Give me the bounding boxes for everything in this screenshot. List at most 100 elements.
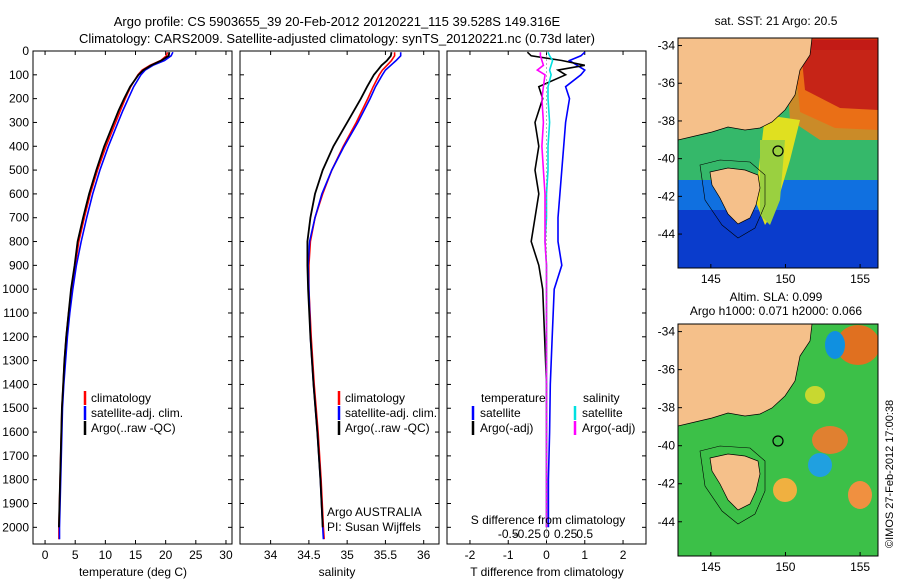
x-tick-label: 1 <box>581 548 588 562</box>
map-lat-label: -38 <box>658 401 676 415</box>
map-lat-label: -42 <box>658 477 676 491</box>
depth-tick-label: 600 <box>9 187 29 201</box>
x-tick-label: 0 <box>42 548 49 562</box>
figure-title-line1: Argo profile: CS 5903655_39 20-Feb-2012 … <box>114 14 561 29</box>
salinity-panel: 34 34.5 35 35.5 36 salinity climatology sate… <box>239 50 440 579</box>
sst-map-title: sat. SST: 21 Argo: 20.5 <box>715 14 838 28</box>
x-tick-label: 25 <box>189 548 203 562</box>
depth-tick-label: 300 <box>9 115 29 129</box>
depth-tick-label: 0 <box>22 44 29 58</box>
map-lon-label: 150 <box>775 272 795 286</box>
imos-watermark: ©IMOS 27-Feb-2012 17:00:38 <box>884 400 896 548</box>
map-lat-label: -40 <box>658 439 676 453</box>
pi-label: PI: Susan Wijffels <box>327 520 421 534</box>
x-tick-label: 10 <box>99 548 113 562</box>
map-lon-label: 145 <box>701 560 721 574</box>
legend-label-climatology: climatology <box>345 391 405 405</box>
argo-program-label: Argo AUSTRALIA <box>327 505 422 519</box>
sst-shelf-contour <box>699 159 766 239</box>
difference-depth-ticks <box>447 50 646 528</box>
temperature-panel: 0100200300400500600700800900100011001200… <box>2 44 233 579</box>
salinity-difference-tick-label: 0.25 <box>554 527 578 541</box>
map-lon-label: 155 <box>850 272 870 286</box>
x-tick-label: 30 <box>219 548 233 562</box>
legend-label-t-argo: Argo(-adj) <box>480 421 533 435</box>
salinity-difference-tick-label: 0 <box>543 527 550 541</box>
legend-label-s-argo: Argo(-adj) <box>582 421 635 435</box>
figure-title-line2: Climatology: CARS2009. Satellite-adjuste… <box>79 31 595 46</box>
depth-tick-label: 900 <box>9 258 29 272</box>
salinity-difference-tick-label: -0.5 <box>498 527 519 541</box>
map-lat-label: -40 <box>658 152 676 166</box>
legend-label-satellite: satellite-adj. clim. <box>91 406 183 420</box>
depth-tick-label: 500 <box>9 163 29 177</box>
x-tick-label: 2 <box>620 548 627 562</box>
depth-tick-label: 2000 <box>2 520 29 534</box>
temperature-legend: climatology satellite-adj. clim. Argo(..… <box>83 391 183 435</box>
depth-tick-label: 1900 <box>2 497 29 511</box>
salinity-difference-ticks: -0.5-0.25 0 0.25 0.5 <box>498 527 594 541</box>
x-tick-label: 35.5 <box>374 548 398 562</box>
legend-label-satellite: satellite-adj. clim. <box>345 406 437 420</box>
map-lat-label: -44 <box>658 227 676 241</box>
depth-tick-label: 1800 <box>2 473 29 487</box>
salinity-difference-tick-label: -0.25 <box>514 527 542 541</box>
x-tick-label: 36 <box>417 548 431 562</box>
sst-warm-center <box>800 40 878 110</box>
difference-xlabel: T difference from climatology <box>470 565 624 579</box>
salinity-difference-tick-label: 0.5 <box>576 527 593 541</box>
map-lat-label: -34 <box>658 39 676 53</box>
x-tick-label: -2 <box>465 548 476 562</box>
legend-label-climatology: climatology <box>91 391 151 405</box>
depth-tick-label: 1600 <box>2 425 29 439</box>
sla-low-ne <box>825 331 845 359</box>
map-lat-label: -34 <box>658 325 676 339</box>
difference-legend: temperature salinity satellite Argo(-adj… <box>471 391 635 435</box>
difference-panel: -2 -1 0 1 2 T difference from climatology S … <box>446 50 647 579</box>
depth-tick-label: 1700 <box>2 449 29 463</box>
x-tick-label: 0 <box>543 548 550 562</box>
salinity-x-axis: 34 34.5 35 35.5 36 <box>264 51 431 562</box>
depth-tick-label: 400 <box>9 139 29 153</box>
x-tick-label: 15 <box>129 548 143 562</box>
salinity-difference-label: S difference from climatology <box>471 513 626 527</box>
sla-map-title-line2: Argo h1000: 0.071 h2000: 0.066 <box>690 304 862 318</box>
map-lat-label: -42 <box>658 189 676 203</box>
depth-tick-label: 700 <box>9 211 29 225</box>
difference-profiles <box>526 51 587 544</box>
sst-map-panel: sat. SST: 21 Argo: 20.5 145 150 155 -34 -36 -… <box>658 14 879 286</box>
x-tick-label: 34 <box>264 548 278 562</box>
depth-tick-label: 1300 <box>2 354 29 368</box>
sst-argo-marker <box>772 145 784 157</box>
map-lon-label: 145 <box>701 272 721 286</box>
sst-shelf-water <box>760 140 785 225</box>
sla-map-axes: 145 150 155 -34 -36 -38 -40 -42 -44 <box>658 325 871 574</box>
sst-map-frame <box>677 37 879 269</box>
depth-axis: 0 100 200 300 400 500 600 700 800 900 1000 1100 1200… <box>2 44 232 534</box>
sla-high-south <box>773 478 797 502</box>
sla-high-center <box>812 426 848 454</box>
depth-tick-label: 200 <box>9 92 29 106</box>
map-lon-label: 150 <box>775 560 795 574</box>
depth-tick-label: 1000 <box>2 282 29 296</box>
sla-map-frame <box>677 323 879 557</box>
sla-mainland <box>678 324 813 427</box>
depth-tick-label: 100 <box>9 68 29 82</box>
temperature-profiles <box>58 51 174 540</box>
sla-map-title-line1: Altim. SLA: 0.099 <box>730 290 823 304</box>
depth-tick-label: 1100 <box>3 306 29 320</box>
legend-label-argo: Argo(..raw -QC) <box>345 421 430 435</box>
temperature-xlabel: temperature (deg C) <box>79 565 187 579</box>
legend-label-s-satellite: satellite <box>582 406 623 420</box>
legend-label-t-satellite: satellite <box>480 406 521 420</box>
sst-map-axes: 145 150 155 -34 -36 -38 -40 -42 -44 <box>658 39 871 286</box>
map-lat-label: -44 <box>658 515 676 529</box>
sla-high-ne <box>836 325 878 365</box>
depth-tick-label: 1200 <box>2 330 29 344</box>
sla-low-center <box>808 453 832 477</box>
salinity-legend: climatology satellite-adj. clim. Argo(..… <box>337 391 437 435</box>
map-lat-label: -36 <box>658 76 676 90</box>
profile-line-argo-raw-qc- <box>58 52 171 528</box>
sla-shelf-contour <box>699 445 766 525</box>
